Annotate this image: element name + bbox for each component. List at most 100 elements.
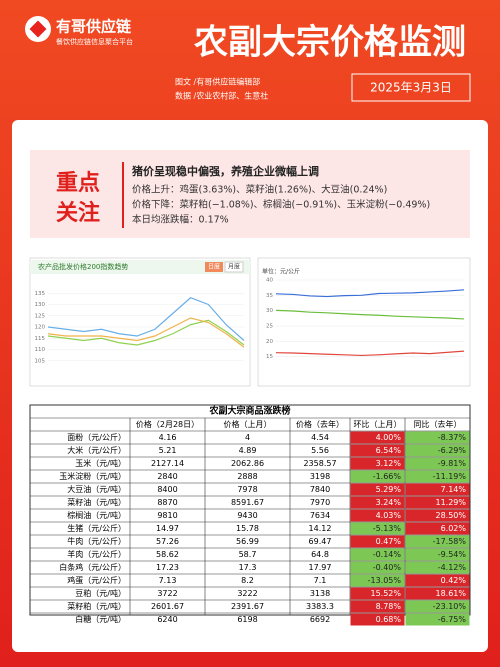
- price: 2127.14: [151, 459, 184, 468]
- price: 7.13: [159, 576, 177, 585]
- change-value: 6.54%: [376, 446, 402, 455]
- price: 8400: [157, 485, 177, 494]
- logo-text: 有哥供应链: [56, 18, 132, 36]
- change-value: 8.78%: [376, 602, 402, 611]
- column-header: 价格（2月28日）: [136, 419, 199, 429]
- change-cell: [350, 574, 405, 587]
- series-line: [47, 319, 245, 346]
- price: 2062.86: [231, 459, 264, 468]
- change-value: -23.10%: [433, 602, 467, 611]
- price: 2601.67: [151, 602, 184, 611]
- price: 3138: [310, 589, 330, 598]
- price: 15.78: [236, 524, 259, 533]
- change-value: -0.14%: [373, 550, 402, 559]
- change-value: 5.29%: [376, 485, 402, 494]
- price: 14.12: [309, 524, 332, 533]
- change-cell: [350, 444, 405, 457]
- price: 14.97: [156, 524, 179, 533]
- change-cell: [405, 483, 470, 496]
- price: 58.7: [239, 550, 257, 559]
- column-header: 同比（去年）: [414, 419, 462, 429]
- change-cell: [350, 587, 405, 600]
- change-value: -4.12%: [438, 563, 467, 572]
- row-label: 大米（元/公斤）: [67, 445, 126, 455]
- change-cell: [350, 496, 405, 509]
- credit: 图文 /有哥供应链编辑部: [175, 77, 260, 87]
- change-cell: [405, 496, 470, 509]
- change-cell: [350, 431, 405, 444]
- series-line: [47, 317, 245, 348]
- change-cell: [405, 522, 470, 535]
- y-tick-label: 135: [35, 291, 46, 297]
- focus-label: 关注: [56, 200, 100, 226]
- change-cell: [350, 561, 405, 574]
- price: 7840: [310, 485, 330, 494]
- change-cell: [405, 457, 470, 470]
- series-line: [275, 289, 465, 298]
- y-tick-label: 40: [266, 278, 273, 284]
- logo-sub: 餐饮供应链信息聚合平台: [56, 37, 133, 46]
- change-value: -9.54%: [438, 550, 467, 559]
- focus-line: 本日均涨跌幅：0.17%: [132, 214, 229, 226]
- change-value: 3.12%: [376, 459, 402, 468]
- change-cell: [405, 470, 470, 483]
- price: 8591.67: [231, 498, 264, 507]
- change-value: 4.00%: [376, 433, 402, 442]
- row-label: 羊肉（元/公斤）: [67, 549, 126, 559]
- button[interactable]: [205, 262, 223, 272]
- change-cell: [405, 535, 470, 548]
- price: 3722: [157, 589, 177, 598]
- button-label[interactable]: 月度: [228, 263, 240, 271]
- change-value: 7.14%: [441, 485, 467, 494]
- footer: [0, 655, 500, 667]
- series-line: [275, 309, 465, 320]
- price: 69.47: [309, 537, 332, 546]
- y-tick-label: 130: [35, 302, 46, 308]
- price: 17.3: [239, 563, 257, 572]
- y-tick-label: 15: [266, 354, 273, 360]
- chart-header: [30, 260, 250, 274]
- change-value: -6.29%: [438, 446, 467, 455]
- row-label: 牛肉（元/公斤）: [67, 536, 126, 546]
- price: 56.99: [236, 537, 259, 546]
- y-tick-label: 125: [35, 313, 46, 319]
- change-value: -11.19%: [433, 472, 467, 481]
- y-tick-label: 35: [266, 293, 273, 299]
- change-cell: [405, 600, 470, 613]
- row-label: 生猪（元/公斤）: [67, 523, 126, 533]
- focus-box: [30, 150, 470, 238]
- button[interactable]: [224, 261, 244, 273]
- price: 8870: [157, 498, 177, 507]
- price: 7.1: [314, 576, 327, 585]
- change-value: 0.42%: [441, 576, 467, 585]
- price: 3198: [310, 472, 330, 481]
- row-label: 豆粕（元/吨）: [75, 588, 126, 598]
- change-value: 3.24%: [376, 498, 402, 507]
- button-label[interactable]: 日度: [208, 263, 220, 271]
- y-label: 单位：元/公斤: [262, 268, 300, 276]
- change-cell: [350, 470, 405, 483]
- date-box: [351, 73, 471, 102]
- change-cell: [350, 509, 405, 522]
- price: 17.23: [156, 563, 179, 572]
- chart-frame: [29, 257, 251, 387]
- change-value: -8.37%: [438, 433, 467, 442]
- price: 6692: [310, 615, 330, 624]
- y-tick-label: 110: [35, 347, 46, 353]
- change-cell: [350, 483, 405, 496]
- row-label: 棕榈油（元/吨）: [67, 510, 126, 520]
- change-value: 18.61%: [435, 589, 466, 598]
- change-cell: [405, 431, 470, 444]
- row-label: 大豆油（元/吨）: [67, 484, 126, 494]
- y-tick-label: 105: [35, 358, 46, 364]
- change-cell: [405, 444, 470, 457]
- price: 4.16: [159, 433, 177, 442]
- price: 4.89: [239, 446, 257, 455]
- change-cell: [350, 613, 405, 626]
- price: 2391.67: [231, 602, 264, 611]
- price: 4.54: [311, 433, 329, 442]
- change-cell: [350, 548, 405, 561]
- price: 58.62: [156, 550, 179, 559]
- focus-headline: 猪价呈现稳中偏强，养殖企业微幅上调: [131, 164, 319, 178]
